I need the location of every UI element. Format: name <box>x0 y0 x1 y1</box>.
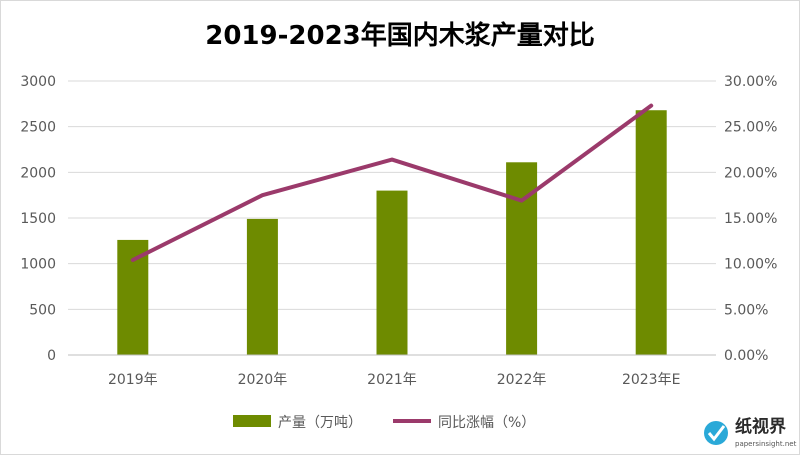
x-tick-label: 2021年 <box>367 372 417 388</box>
chart-title: 2019-2023年国内木浆产量对比 <box>205 20 595 51</box>
y-right-tick-label: 30.00% <box>724 74 777 90</box>
y-right-tick-label: 0.00% <box>724 348 768 364</box>
y-right-tick-label: 5.00% <box>724 302 768 318</box>
bar <box>246 218 278 355</box>
legend-label-bar: 产量（万吨） <box>278 415 362 431</box>
watermark-brand: 纸视界 <box>735 416 786 437</box>
y-left-tick-label: 3000 <box>20 74 56 90</box>
watermark-logo: 纸视界 papersinsight.net <box>704 416 797 448</box>
x-tick-label: 2023年E <box>622 372 680 388</box>
bar-series <box>117 110 667 355</box>
line-point <box>649 104 653 108</box>
y-left-tick-label: 1000 <box>20 257 56 273</box>
gridlines <box>68 80 716 310</box>
y-left-tick-label: 0 <box>47 348 56 364</box>
y-left-tick-label: 500 <box>29 302 56 318</box>
legend-swatch-bar <box>233 415 271 427</box>
y-left-tick-label: 1500 <box>20 211 56 227</box>
y-left-tick-label: 2000 <box>20 165 56 181</box>
paper-logo-icon <box>704 421 728 445</box>
bar <box>117 239 149 355</box>
line-series <box>130 103 654 263</box>
line-point <box>520 199 524 203</box>
line-point <box>260 193 264 197</box>
y-right-tick-label: 10.00% <box>724 257 777 273</box>
y-left-tick-label: 2500 <box>20 120 56 136</box>
y-right-tick-label: 20.00% <box>724 165 777 181</box>
bar <box>376 190 408 355</box>
legend: 产量（万吨） 同比涨幅（%） <box>233 415 535 431</box>
legend-label-line: 同比涨幅（%） <box>438 415 535 431</box>
y-right-tick-label: 15.00% <box>724 211 777 227</box>
line-point <box>131 258 135 262</box>
watermark-site: papersinsight.net <box>735 440 797 448</box>
x-tick-label: 2022年 <box>497 372 547 388</box>
x-tick-label: 2019年 <box>108 372 158 388</box>
checkmark-icon <box>707 425 726 442</box>
bar <box>635 110 667 355</box>
axes: 0 500 1000 1500 2000 2500 3000 0.00% 5.00% 10.00%… <box>20 74 777 388</box>
line-point <box>390 158 394 162</box>
x-tick-label: 2020年 <box>238 372 288 388</box>
y-right-tick-label: 25.00% <box>724 120 777 136</box>
